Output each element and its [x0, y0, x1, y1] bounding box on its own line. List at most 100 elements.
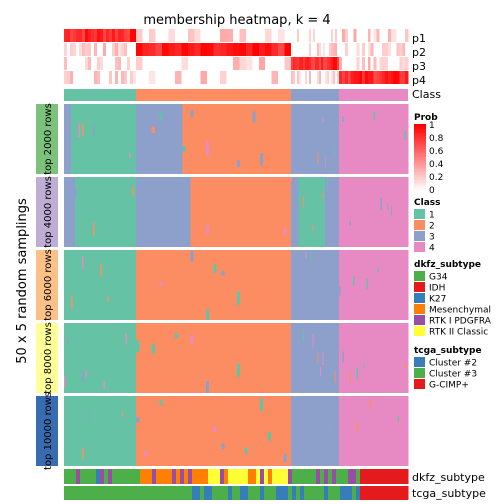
prob-cell-p2	[278, 43, 285, 56]
heatmap-cell	[136, 250, 145, 320]
heatmap-cell	[136, 396, 145, 466]
prob-cell-p3	[162, 57, 169, 70]
prob-cell-p3	[181, 57, 189, 70]
heatmap-cell	[310, 104, 314, 174]
prob-cell-p4	[329, 71, 332, 84]
prob-cell-p2	[359, 43, 363, 56]
prob-cell-p3	[284, 57, 292, 70]
heatmap-cell	[349, 323, 354, 393]
heatmap-noise-cell	[221, 271, 225, 276]
heatmap-cell	[331, 104, 335, 174]
dkfz-subtype-cell	[368, 469, 373, 484]
heatmap-cell	[100, 396, 105, 466]
legend-class-label: 3	[429, 233, 435, 243]
prob-cell-p3	[103, 57, 107, 70]
heatmap-noise-cell	[305, 437, 307, 446]
heatmap-cell	[64, 396, 68, 466]
prob-cell-p1	[207, 29, 214, 42]
prob-cell-p4	[239, 71, 247, 84]
prob-cell-p3	[390, 57, 394, 70]
heatmap-cell	[307, 177, 311, 247]
heatmap-noise-cell	[404, 363, 406, 369]
heatmap-cell	[221, 323, 230, 393]
prob-cell-p4	[130, 71, 134, 84]
legend-prob-gradient-step	[414, 185, 426, 188]
heatmap-cell	[103, 250, 108, 320]
prob-cell-p4	[115, 71, 119, 84]
row-group-label: top 4000 rows	[43, 176, 54, 248]
heatmap-cell	[300, 323, 304, 393]
heatmap-cell	[159, 323, 168, 393]
prob-cell-p3	[379, 57, 383, 70]
prob-cell-p3	[311, 57, 314, 70]
heatmap-cell	[121, 104, 126, 174]
legend-dkfz-label: RTK I PDGFRA	[429, 317, 492, 327]
heatmap-cell	[267, 104, 276, 174]
heatmap-cell	[283, 323, 292, 393]
prob-cell-p2	[67, 43, 71, 56]
prob-cell-p4	[142, 71, 150, 84]
heatmap-cell	[307, 104, 311, 174]
prob-cell-p4	[168, 71, 176, 84]
heatmap-noise-cell	[107, 296, 109, 301]
tcga-subtype-cell	[292, 486, 297, 500]
heatmap-cell	[317, 323, 321, 393]
prob-cell-p1	[333, 29, 336, 42]
heatmap-cell	[118, 323, 123, 393]
heatmap-cell	[89, 396, 94, 466]
tcga-subtype-cell	[392, 486, 397, 500]
heatmap-cell	[363, 104, 368, 174]
heatmap-cell	[159, 177, 168, 247]
heatmap-cell	[342, 177, 347, 247]
heatmap-cell	[295, 104, 299, 174]
prob-cell-p2	[149, 43, 156, 56]
prob-cell-p2	[162, 43, 169, 56]
heatmap-cell	[267, 177, 276, 247]
heatmap-cell	[303, 323, 306, 393]
heatmap-cell	[322, 177, 326, 247]
heatmap-cell	[190, 250, 199, 320]
prob-cell-p3	[239, 57, 247, 70]
legend-prob-gradient-step	[414, 148, 426, 151]
heatmap-cell	[174, 177, 183, 247]
prob-cell-p2	[329, 43, 332, 56]
tcga-subtype-cell	[180, 486, 185, 500]
heatmap-cell	[312, 323, 316, 393]
heatmap-cell	[342, 396, 347, 466]
prob-cell-p1	[297, 29, 300, 42]
prob-cell-p1	[194, 29, 202, 42]
dkfz-subtype-cell	[376, 469, 381, 484]
heatmap-cell	[151, 250, 160, 320]
legend-prob-gradient-step	[414, 183, 426, 186]
heatmap-cell	[236, 396, 245, 466]
legend-class-label: 1	[429, 211, 435, 221]
heatmap-cell	[305, 104, 309, 174]
prob-cell-p1	[337, 29, 340, 42]
heatmap-cell	[229, 323, 238, 393]
prob-cell-p2	[315, 43, 318, 56]
prob-cell-p3	[317, 57, 320, 70]
heatmap-noise-cell	[121, 378, 124, 388]
heatmap-cell	[229, 104, 238, 174]
prob-cell-p3	[350, 57, 354, 70]
heatmap-noise-cell	[366, 278, 369, 289]
heatmap-noise-cell	[125, 333, 127, 344]
heatmap-cell	[307, 396, 311, 466]
tcga-subtype-cell	[336, 486, 341, 500]
tcga-subtype-cell	[164, 486, 169, 500]
heatmap-cell	[390, 250, 395, 320]
prob-cell-p3	[331, 57, 334, 70]
tcga-subtype-cell	[136, 486, 141, 500]
prob-cell-p4	[97, 71, 101, 84]
prob-cell-p3	[187, 57, 195, 70]
prob-cell-p2	[130, 43, 134, 56]
prob-cell-p1	[405, 29, 409, 42]
prob-cell-p3	[97, 57, 101, 70]
heatmap-cell	[305, 177, 309, 247]
heatmap-cell	[167, 396, 176, 466]
heatmap-cell	[298, 396, 301, 466]
heatmap-noise-cell	[151, 344, 155, 354]
prob-cell-p1	[187, 29, 195, 42]
dkfz-subtype-cell	[212, 469, 217, 484]
legend-prob-gradient-step	[414, 186, 426, 189]
